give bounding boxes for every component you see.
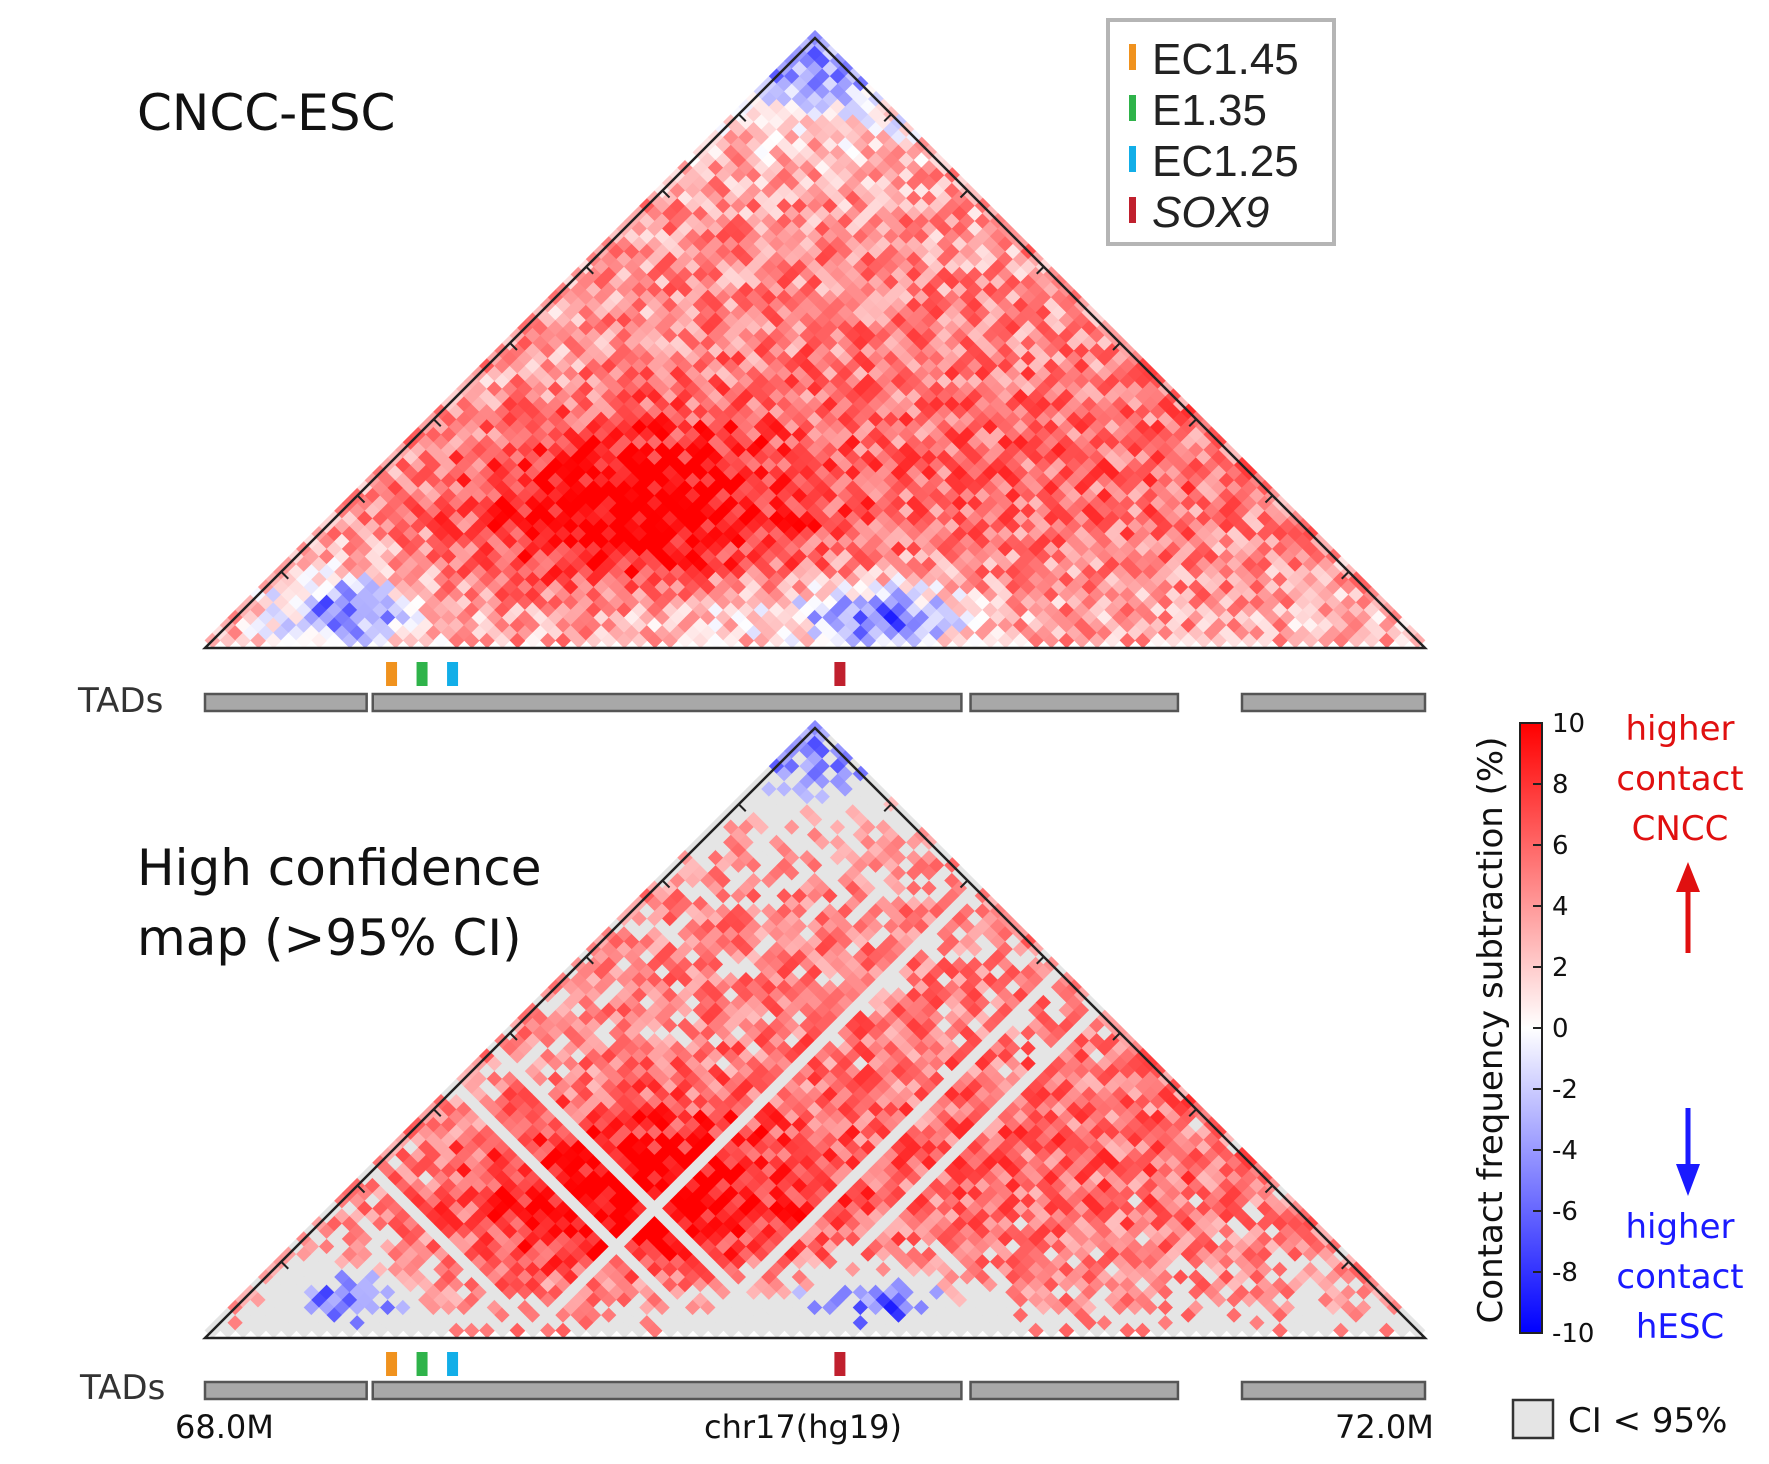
tad-bar xyxy=(203,692,368,713)
tads-label-top: TADs xyxy=(77,681,163,721)
marker-e135 xyxy=(416,662,428,686)
legend-label-sox9: SOX9 xyxy=(1152,188,1269,237)
legend-label-ec145: EC1.45 xyxy=(1152,35,1299,84)
tad-bars-top xyxy=(203,692,1427,713)
marker-sox9 xyxy=(834,662,846,686)
tad-bar xyxy=(969,692,1180,713)
heatmap-cells-bottom xyxy=(204,719,1426,1339)
legend-label-e135: E1.35 xyxy=(1152,86,1267,135)
heatmap-panel-bottom: High confidence map (>95% CI) TADs xyxy=(79,719,1429,1408)
legend-swatch-sox9 xyxy=(1129,197,1136,223)
tad-bar xyxy=(1240,692,1427,713)
heatmap-panel-top: CNCC-ESC TADs xyxy=(77,29,1429,721)
tad-bar xyxy=(371,692,963,713)
marker-ec125 xyxy=(447,662,459,686)
marker-legend: EC1.45 E1.35 EC1.25 SOX9 xyxy=(1106,18,1336,246)
legend-swatch-ec125 xyxy=(1129,146,1136,172)
legend-label-ec125: EC1.25 xyxy=(1152,137,1299,186)
marker-ec145 xyxy=(386,662,398,686)
panel-title-top: CNCC-ESC xyxy=(137,84,395,142)
legend-swatch-ec145 xyxy=(1129,44,1136,70)
marker-bars-top xyxy=(386,662,846,686)
legend-swatch-e135 xyxy=(1129,95,1136,121)
